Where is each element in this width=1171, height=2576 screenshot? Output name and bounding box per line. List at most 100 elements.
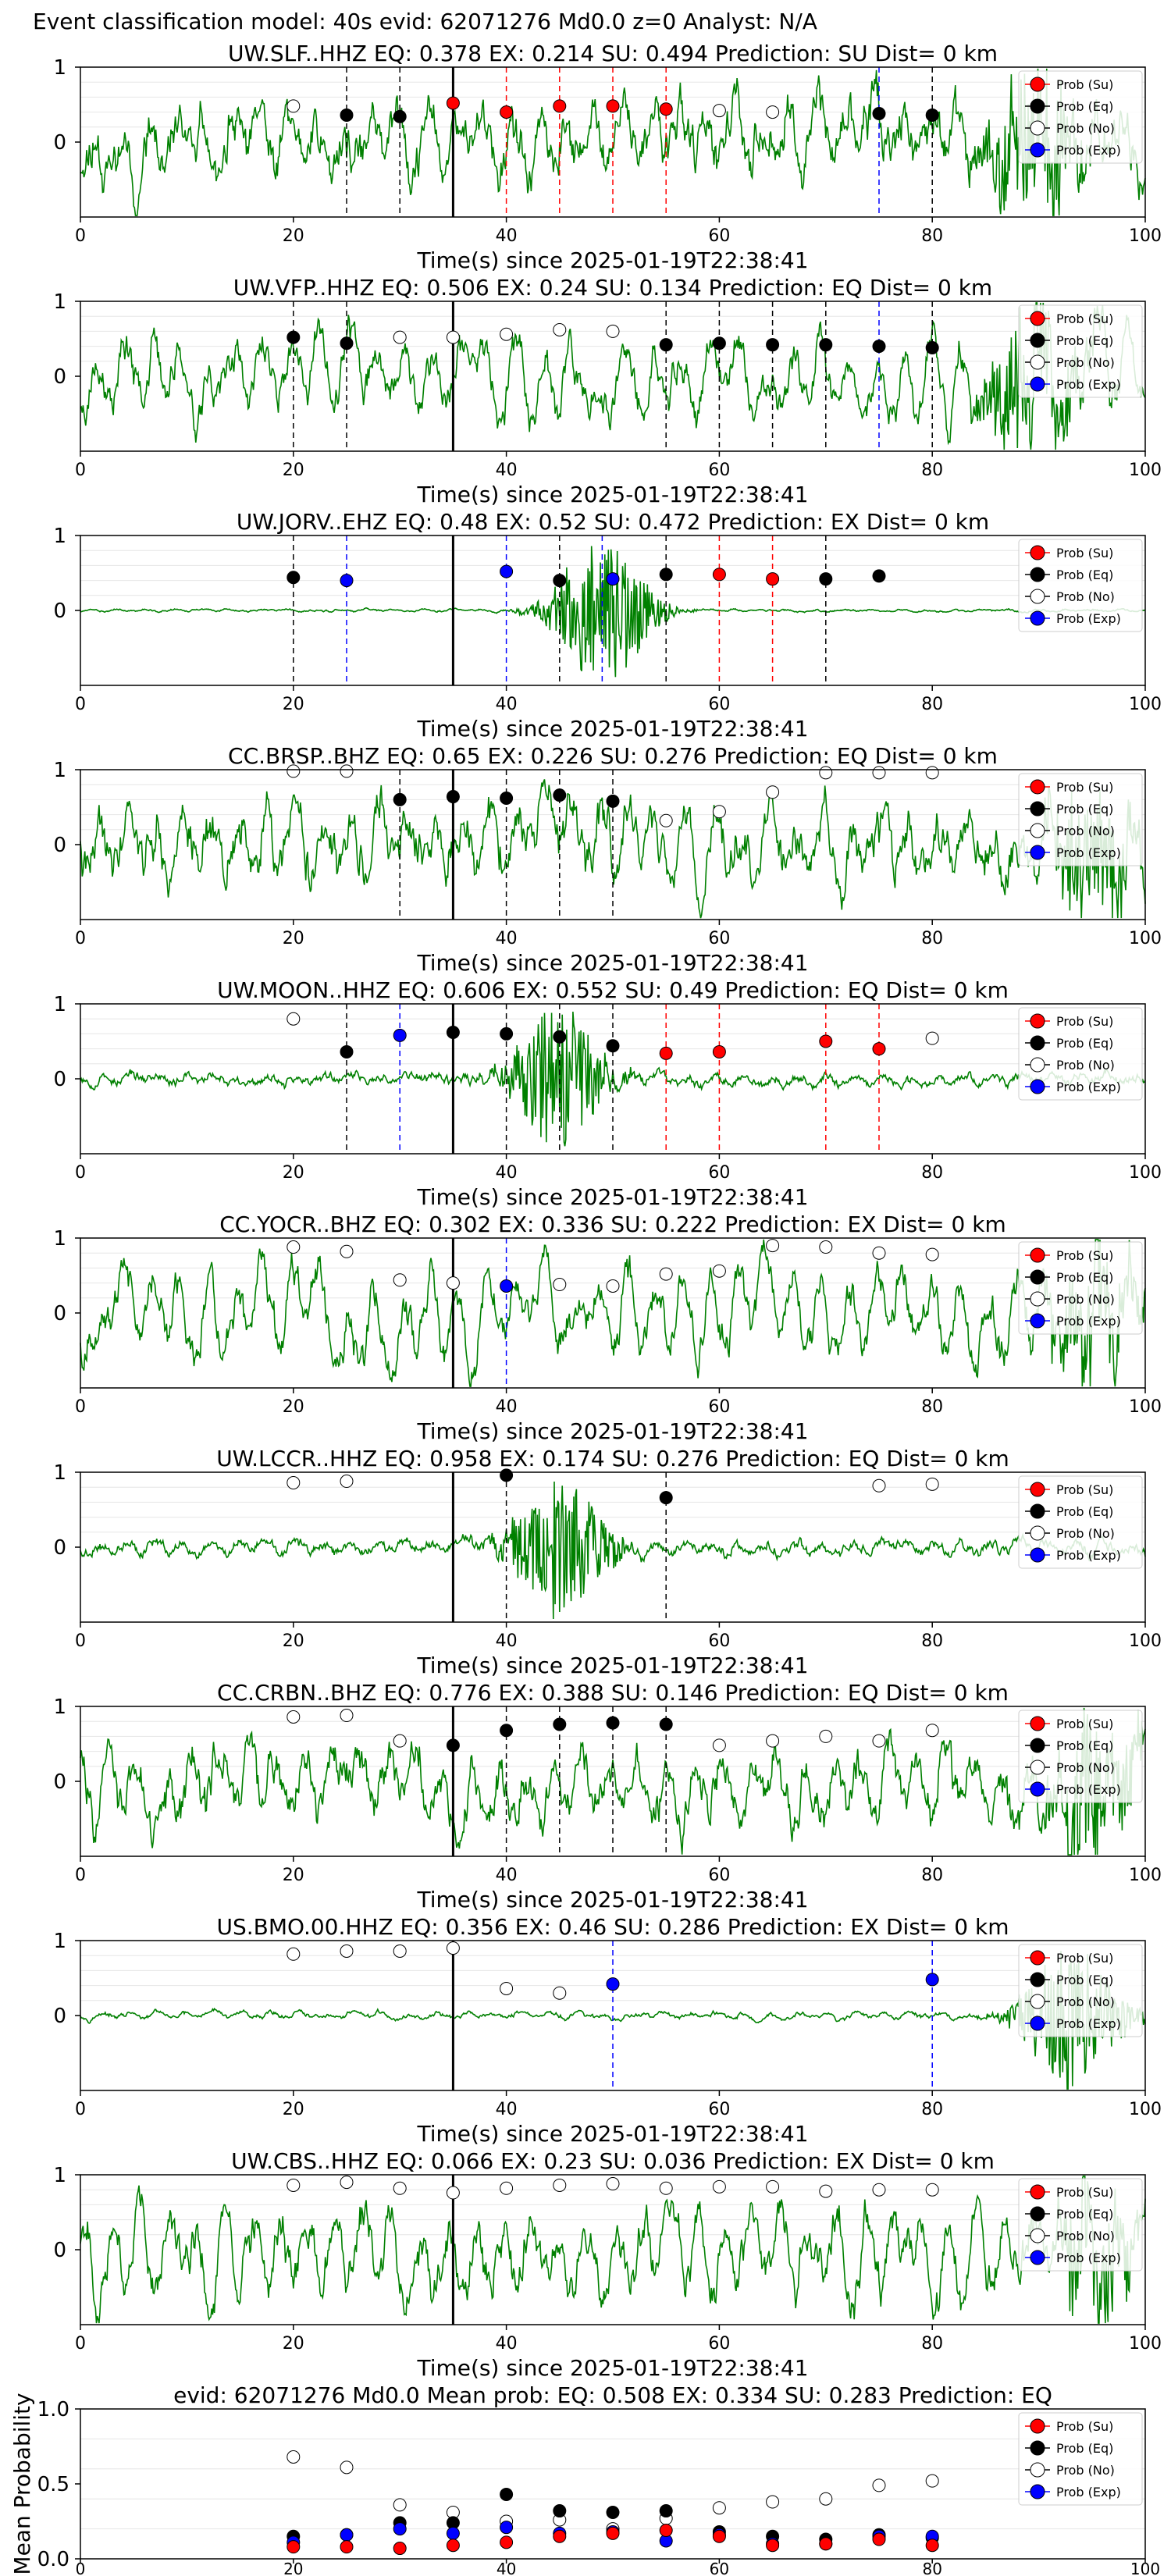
legend-box — [1018, 1710, 1143, 1803]
y-tick-label: 1 — [53, 56, 66, 80]
prob-point — [340, 2176, 354, 2190]
x-axis-label: Time(s) since 2025-01-19T22:38:41 — [416, 1653, 808, 1678]
mean-prob-point — [925, 2539, 939, 2553]
prob-point — [446, 790, 460, 804]
x-tick-label: 60 — [710, 2560, 729, 2576]
prob-point — [712, 1044, 726, 1059]
panel-title: evid: 62071276 Md0.0 Mean prob: EQ: 0.50… — [173, 2382, 1052, 2408]
legend-label: Prob (Eq) — [1056, 2207, 1113, 2222]
x-tick-label: 80 — [921, 1866, 943, 1885]
y-tick-label: 0 — [53, 2005, 66, 2028]
prob-point — [446, 96, 460, 110]
y-tick-label: 0.5 — [37, 2473, 69, 2496]
legend-label: Prob (Exp) — [1056, 377, 1121, 392]
legend-marker — [1030, 1781, 1045, 1797]
legend-box — [1018, 1475, 1143, 1569]
mean-prob-point — [712, 2529, 726, 2543]
y-tick-label: 0 — [53, 1536, 66, 1560]
prob-point — [287, 330, 301, 344]
legend-label: Prob (No) — [1056, 1760, 1115, 1775]
prob-point — [393, 792, 407, 806]
legend-marker — [1030, 1759, 1045, 1775]
legend-label: Prob (Su) — [1056, 311, 1113, 326]
prob-point — [712, 1738, 726, 1752]
prob-point — [925, 1724, 939, 1738]
x-tick-label: 60 — [708, 1397, 730, 1417]
legend-marker — [1030, 2206, 1045, 2222]
prob-point — [712, 104, 726, 118]
prob-point — [872, 1042, 886, 1056]
legend-marker — [1030, 76, 1045, 92]
figure-header: Event classification model: 40s evid: 62… — [33, 9, 817, 34]
mean-prob-point — [819, 2537, 833, 2551]
y-tick-label: 0 — [53, 2239, 66, 2262]
y-tick-label: 1 — [53, 525, 66, 548]
legend-label: Prob (Su) — [1056, 1248, 1113, 1263]
legend-marker — [1030, 823, 1045, 838]
prob-point — [872, 2183, 886, 2197]
mean-prob-point — [553, 2504, 567, 2518]
x-tick-label: 40 — [496, 1631, 518, 1651]
legend-marker — [1030, 1716, 1045, 1731]
prob-point — [340, 1944, 354, 1958]
x-tick-label: 80 — [921, 2100, 943, 2119]
mean-prob-point — [819, 2492, 833, 2506]
x-tick-label: 60 — [708, 695, 730, 714]
legend-marker — [1030, 2184, 1045, 2200]
prob-point — [925, 1247, 939, 1261]
legend-marker — [1030, 376, 1045, 392]
legend-marker — [1030, 1269, 1045, 1285]
plot-frame — [80, 1237, 1146, 1389]
legend-label: Prob (Eq) — [1056, 1504, 1113, 1519]
waveform-line — [80, 546, 1146, 678]
prob-point — [925, 2183, 939, 2197]
y-tick-label: 0 — [53, 600, 66, 623]
x-tick-label: 80 — [921, 1397, 943, 1417]
prob-point — [606, 1279, 620, 1293]
x-axis-label: Time(s) since 2025-01-19T22:38:41 — [416, 2121, 808, 2147]
prob-point — [872, 1478, 886, 1493]
legend-marker — [1030, 801, 1045, 817]
waveform-line — [80, 1707, 1146, 1856]
x-tick-label: 0 — [75, 2100, 86, 2119]
y-tick-label: 1 — [53, 290, 66, 314]
prob-point — [287, 1012, 301, 1026]
mean-prob-point — [500, 2487, 514, 2501]
mean-prob-point — [393, 2498, 407, 2512]
prob-point — [500, 105, 514, 119]
mean-prob-point — [287, 2450, 301, 2464]
mean-prob-point — [766, 2539, 780, 2553]
x-tick-label: 60 — [708, 1866, 730, 1885]
legend-label: Prob (Su) — [1056, 1482, 1113, 1497]
prob-point — [766, 1239, 780, 1253]
legend-marker — [1030, 610, 1045, 626]
legend-label: Prob (Su) — [1056, 1717, 1113, 1731]
legend-marker — [1030, 1525, 1045, 1541]
x-tick-label: 100 — [1129, 226, 1162, 246]
prob-point — [287, 571, 301, 585]
prob-point — [287, 1947, 301, 1961]
mean-prob-point — [287, 2540, 301, 2554]
x-tick-label: 60 — [708, 1631, 730, 1651]
prob-point — [606, 2177, 620, 2191]
prob-point — [446, 330, 460, 344]
legend-label: Prob (Exp) — [1056, 1548, 1121, 1563]
mean-prob-point — [500, 2521, 514, 2535]
y-tick-label: 1 — [53, 993, 66, 1016]
mean-prob-point — [340, 2540, 354, 2554]
prob-point — [872, 340, 886, 354]
prob-point — [393, 1028, 407, 1042]
prob-point — [446, 1025, 460, 1039]
prob-point — [340, 1475, 354, 1489]
x-tick-label: 40 — [497, 2560, 516, 2576]
x-tick-label: 60 — [708, 226, 730, 246]
legend-marker — [1030, 779, 1045, 795]
legend-box — [1018, 1944, 1143, 2037]
x-tick-label: 20 — [283, 929, 304, 948]
legend-box — [1018, 773, 1143, 866]
x-tick-label: 0 — [76, 2560, 86, 2576]
legend-label: Prob (Exp) — [1056, 2250, 1121, 2265]
legend-label: Prob (No) — [1056, 121, 1115, 136]
